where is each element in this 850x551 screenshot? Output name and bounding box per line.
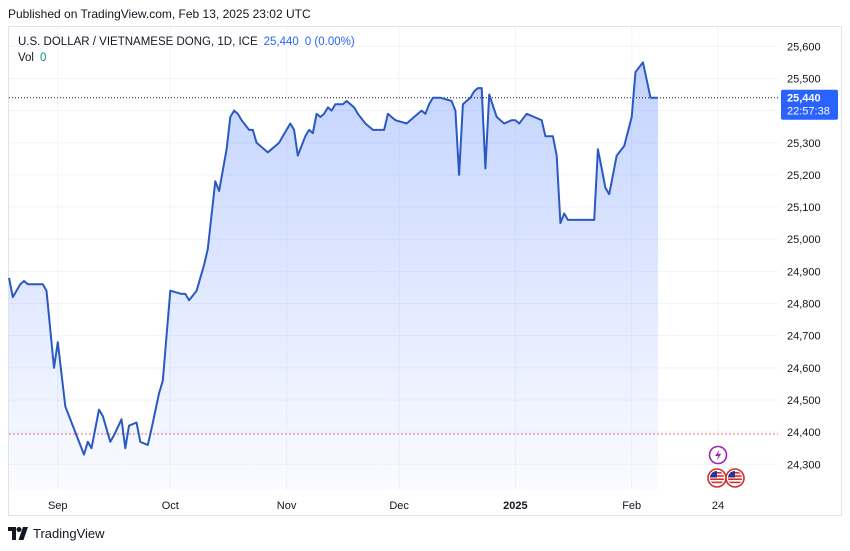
change-value: 0 (0.00%): [304, 36, 355, 48]
volume-label: Vol: [18, 52, 34, 64]
y-tick-label: 24,600: [787, 363, 821, 375]
published-caption: Published on TradingView.com, Feb 13, 20…: [8, 7, 311, 21]
price-area-fill: [9, 62, 658, 491]
chart-frame[interactable]: [8, 26, 842, 516]
y-tick-label: 24,900: [787, 266, 821, 278]
y-tick-label: 24,700: [787, 331, 821, 343]
y-tick-label: 25,600: [787, 41, 821, 53]
y-tick-label: 24,300: [787, 459, 821, 471]
footer-brand[interactable]: TradingView: [8, 526, 105, 541]
price-line: [8, 61, 658, 456]
us-flag-event-icon-2[interactable]: [725, 468, 745, 488]
chart-legend: U.S. DOLLAR / VIETNAMESE DONG, 1D, ICE 25…: [18, 34, 355, 66]
countdown-value: 22:57:38: [787, 106, 830, 118]
volume-row: Vol 0: [18, 50, 355, 66]
y-tick-label: 24,500: [787, 395, 821, 407]
x-tick-label: Feb: [622, 500, 641, 512]
y-tick-label: 25,200: [787, 170, 821, 182]
x-axis[interactable]: Sep Oct Nov Dec 2025 Feb 24: [48, 500, 724, 512]
y-tick-label: 25,100: [787, 202, 821, 214]
x-tick-label: 2025: [503, 500, 527, 512]
last-price-value: 25,440: [787, 93, 821, 105]
lightning-event-icon[interactable]: [708, 445, 728, 465]
brand-name: TradingView: [33, 526, 105, 541]
y-tick-label: 25,500: [787, 73, 821, 85]
volume-value: 0: [40, 52, 47, 64]
x-tick-label: 24: [712, 500, 724, 512]
last-value: 25,440: [263, 36, 299, 48]
y-tick-label: 24,800: [787, 299, 821, 311]
symbol-row: U.S. DOLLAR / VIETNAMESE DONG, 1D, ICE 25…: [18, 34, 355, 50]
tradingview-logo-icon: [8, 526, 28, 540]
last-price-label: 25,440 22:57:38: [781, 89, 838, 120]
y-tick-label: 25,000: [787, 234, 821, 246]
y-tick-label: 25,300: [787, 138, 821, 150]
y-axis[interactable]: 25,60025,50025,40025,30025,20025,10025,0…: [787, 41, 821, 471]
y-tick-label: 24,400: [787, 427, 821, 439]
x-tick-label: Sep: [48, 500, 68, 512]
x-tick-label: Oct: [162, 500, 179, 512]
x-tick-label: Dec: [389, 500, 409, 512]
x-tick-label: Nov: [277, 500, 297, 512]
symbol-name[interactable]: U.S. DOLLAR / VIETNAMESE DONG, 1D, ICE: [18, 36, 258, 48]
us-flag-event-icon[interactable]: [707, 468, 727, 488]
